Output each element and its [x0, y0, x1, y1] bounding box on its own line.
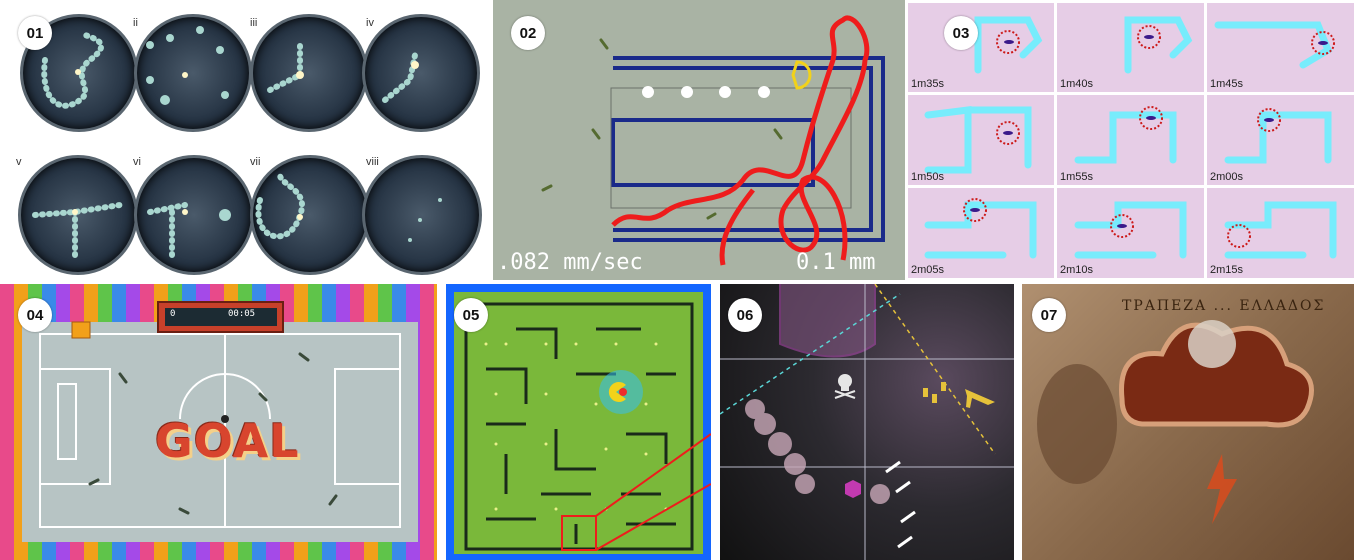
trajectory-trail [611, 15, 870, 266]
timelapse-overlays [924, 16, 1337, 259]
game-clock: 00:05 [228, 309, 256, 319]
cloud-electrode [1119, 322, 1314, 428]
back-button [71, 321, 91, 339]
hexagon-marker [845, 480, 861, 498]
goal-banner: GOAL [155, 414, 300, 468]
petri-dish [362, 155, 482, 275]
dish-label-vii: vii [250, 156, 261, 168]
timestamp-label: 1m35s [911, 78, 945, 90]
timestamp-label: 2m05s [911, 264, 945, 276]
portrait [1037, 364, 1117, 484]
panel-label-06: 06 [728, 298, 762, 332]
pacman-icon [608, 382, 626, 402]
panel-06: 06 [720, 284, 1014, 560]
timelapse-frame [1057, 95, 1204, 185]
field-lines [39, 301, 401, 528]
dish-label-iv: iv [366, 17, 374, 29]
pacman-maze [464, 302, 711, 551]
panel-label-07: 07 [1032, 298, 1066, 332]
panel-04: 04 0 00:05 GOAL [0, 284, 437, 560]
food-dot [681, 86, 693, 98]
scale-bar-label: 0.1 mm [796, 250, 876, 275]
dish-label-v: v [16, 156, 22, 168]
timestamp-label: 2m10s [1060, 264, 1094, 276]
panel-label-04: 04 [18, 298, 52, 332]
panel-01: 01 ii iii iv v vi vii viii [0, 0, 488, 275]
dish-label-iii: iii [250, 17, 258, 29]
airplane-icon [965, 389, 995, 408]
panel-07: 07 ΤΡΑΠΕΖΑ ... ΕΛΛΑΔΟΣ [1022, 284, 1354, 560]
microscopy-overlay [720, 284, 1014, 560]
skull-icon [834, 374, 856, 399]
bomb-icon [923, 382, 946, 403]
timestamp-label: 1m40s [1060, 78, 1094, 90]
panel-05: 05 [446, 284, 711, 560]
timestamp-label: 2m15s [1210, 264, 1244, 276]
maze-track [541, 15, 885, 266]
arrow-icon [885, 460, 916, 549]
petri-dish [362, 14, 480, 132]
panel-label-02: 02 [511, 16, 545, 50]
panel-02: 02 .082 mm/sec 0.1 mm [493, 0, 905, 280]
panel-label-05: 05 [454, 298, 488, 332]
lightning-bolt [1207, 454, 1237, 524]
panel-03: 03 1m35s 1m40s 1m45s [908, 0, 1354, 280]
petri-dish [250, 155, 370, 275]
banknote-illustration [1037, 320, 1314, 524]
pacman-outline [791, 60, 812, 90]
colony-patterns [32, 26, 442, 258]
dish-label-viii: viii [366, 156, 379, 168]
score-left: 0 [170, 309, 176, 319]
ghost-target [619, 388, 627, 396]
dish-label-vi: vi [133, 156, 141, 168]
food-dot [719, 86, 731, 98]
food-dot [642, 86, 654, 98]
petri-dish [250, 14, 368, 132]
banknote-header: ΤΡΑΠΕΖΑ ... ΕΛΛΑΔΟΣ [1122, 298, 1326, 314]
dish-label-ii: ii [133, 17, 138, 29]
soccer-field [22, 322, 418, 542]
timestamp-label: 2m00s [1210, 171, 1244, 183]
petri-dish [134, 14, 252, 132]
zoom-box [561, 515, 597, 551]
ball [221, 415, 229, 423]
timestamp-label: 1m55s [1060, 171, 1094, 183]
food-dot [758, 86, 770, 98]
speed-readout: .082 mm/sec [497, 250, 643, 275]
panel-label-01: 01 [18, 16, 52, 50]
timestamp-label: 1m45s [1210, 78, 1244, 90]
panel-label-03: 03 [944, 16, 978, 50]
timestamp-label: 1m50s [911, 171, 945, 183]
